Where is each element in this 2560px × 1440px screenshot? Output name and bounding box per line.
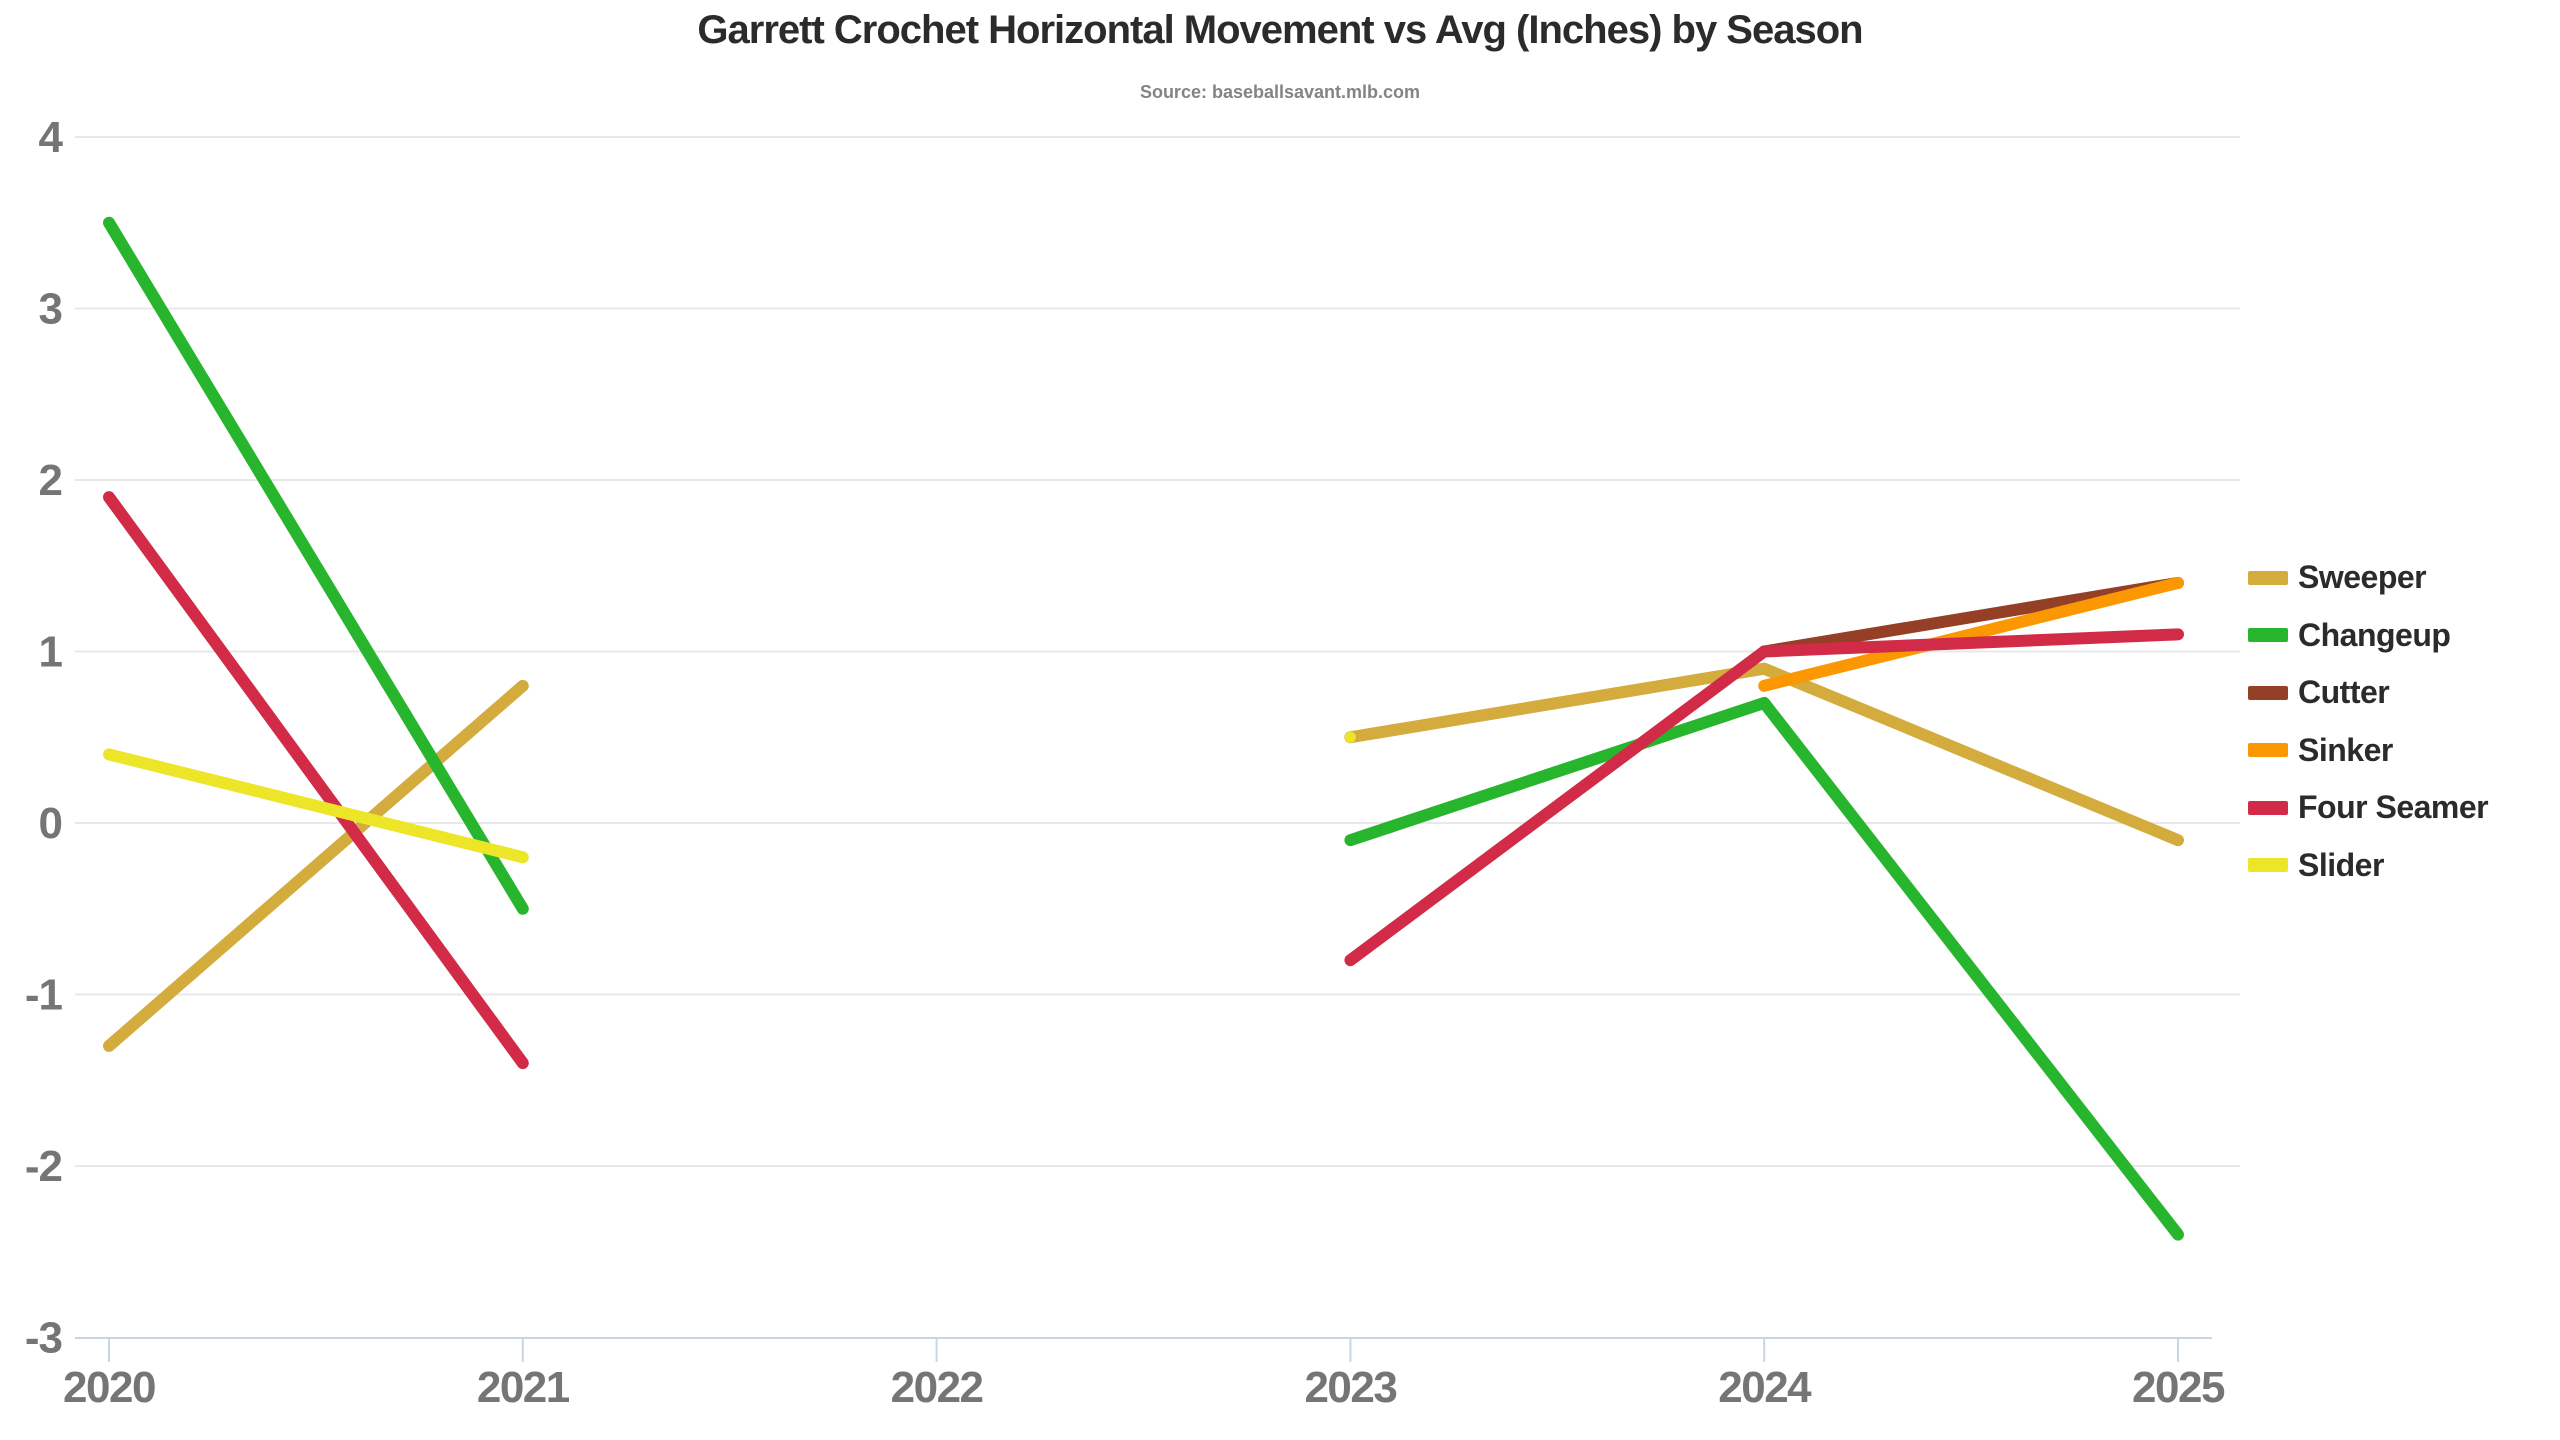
legend: Sweeper Changeup Cutter Sinker Four Seamer Sl… <box>2248 549 2489 895</box>
series-line-sweeper <box>1344 662 2184 847</box>
legend-item-slider: Slider <box>2248 837 2488 895</box>
legend-label-cutter: Cutter <box>2298 674 2390 711</box>
legend-item-sweeper: Sweeper <box>2248 549 2488 607</box>
y-axis-label-4: 4 <box>39 113 64 162</box>
chart-title: Garrett Crochet Horizontal Movement vs A… <box>697 8 1863 52</box>
y-axis-label-1: 1 <box>39 628 63 677</box>
legend-swatch-changeup <box>2248 628 2288 643</box>
series-point-slider <box>1344 731 1356 743</box>
x-axis-label-2023: 2023 <box>1304 1363 1396 1412</box>
legend-swatch-cutter <box>2248 685 2288 700</box>
legend-label-sinker: Sinker <box>2298 731 2393 768</box>
series-line-changeup <box>1344 696 2184 1241</box>
series-line-slider <box>103 748 529 864</box>
legend-item-sinker: Sinker <box>2248 722 2488 780</box>
y-axis-label-0: 0 <box>39 799 62 848</box>
series-line-sweeper <box>103 679 529 1052</box>
legend-label-slider: Slider <box>2298 846 2384 883</box>
legend-swatch-sinker <box>2248 743 2288 758</box>
y-axis-label-3: 3 <box>39 285 62 334</box>
y-axis-label-2: 2 <box>39 456 62 505</box>
legend-label-changeup: Changeup <box>2298 616 2451 653</box>
legend-label-four-seamer: Four Seamer <box>2298 789 2489 826</box>
legend-item-changeup: Changeup <box>2248 607 2488 665</box>
legend-label-sweeper: Sweeper <box>2298 559 2427 596</box>
y-axis-label--3: -3 <box>25 1314 62 1363</box>
x-axis-label-2024: 2024 <box>1718 1363 1812 1412</box>
x-axis-label-2025: 2025 <box>2132 1363 2225 1412</box>
y-axis-label--1: -1 <box>25 971 63 1020</box>
legend-item-cutter: Cutter <box>2248 664 2488 722</box>
legend-swatch-slider <box>2248 858 2288 873</box>
y-axis-label--2: -2 <box>25 1142 62 1191</box>
chart-subtitle: Source: baseballsavant.mlb.com <box>1139 82 1421 102</box>
x-axis-label-2021: 2021 <box>477 1363 570 1412</box>
series-line-four-seamer <box>1344 628 2184 967</box>
legend-swatch-four-seamer <box>2248 800 2288 815</box>
series-line-changeup <box>103 216 529 915</box>
legend-item-four-seamer: Four Seamer <box>2248 779 2489 837</box>
series-line-sinker <box>1758 576 2184 692</box>
x-axis-label-2022: 2022 <box>891 1363 983 1412</box>
series-line-four-seamer <box>103 491 529 1070</box>
legend-swatch-sweeper <box>2248 570 2288 585</box>
x-axis-label-2020: 2020 <box>63 1363 155 1412</box>
